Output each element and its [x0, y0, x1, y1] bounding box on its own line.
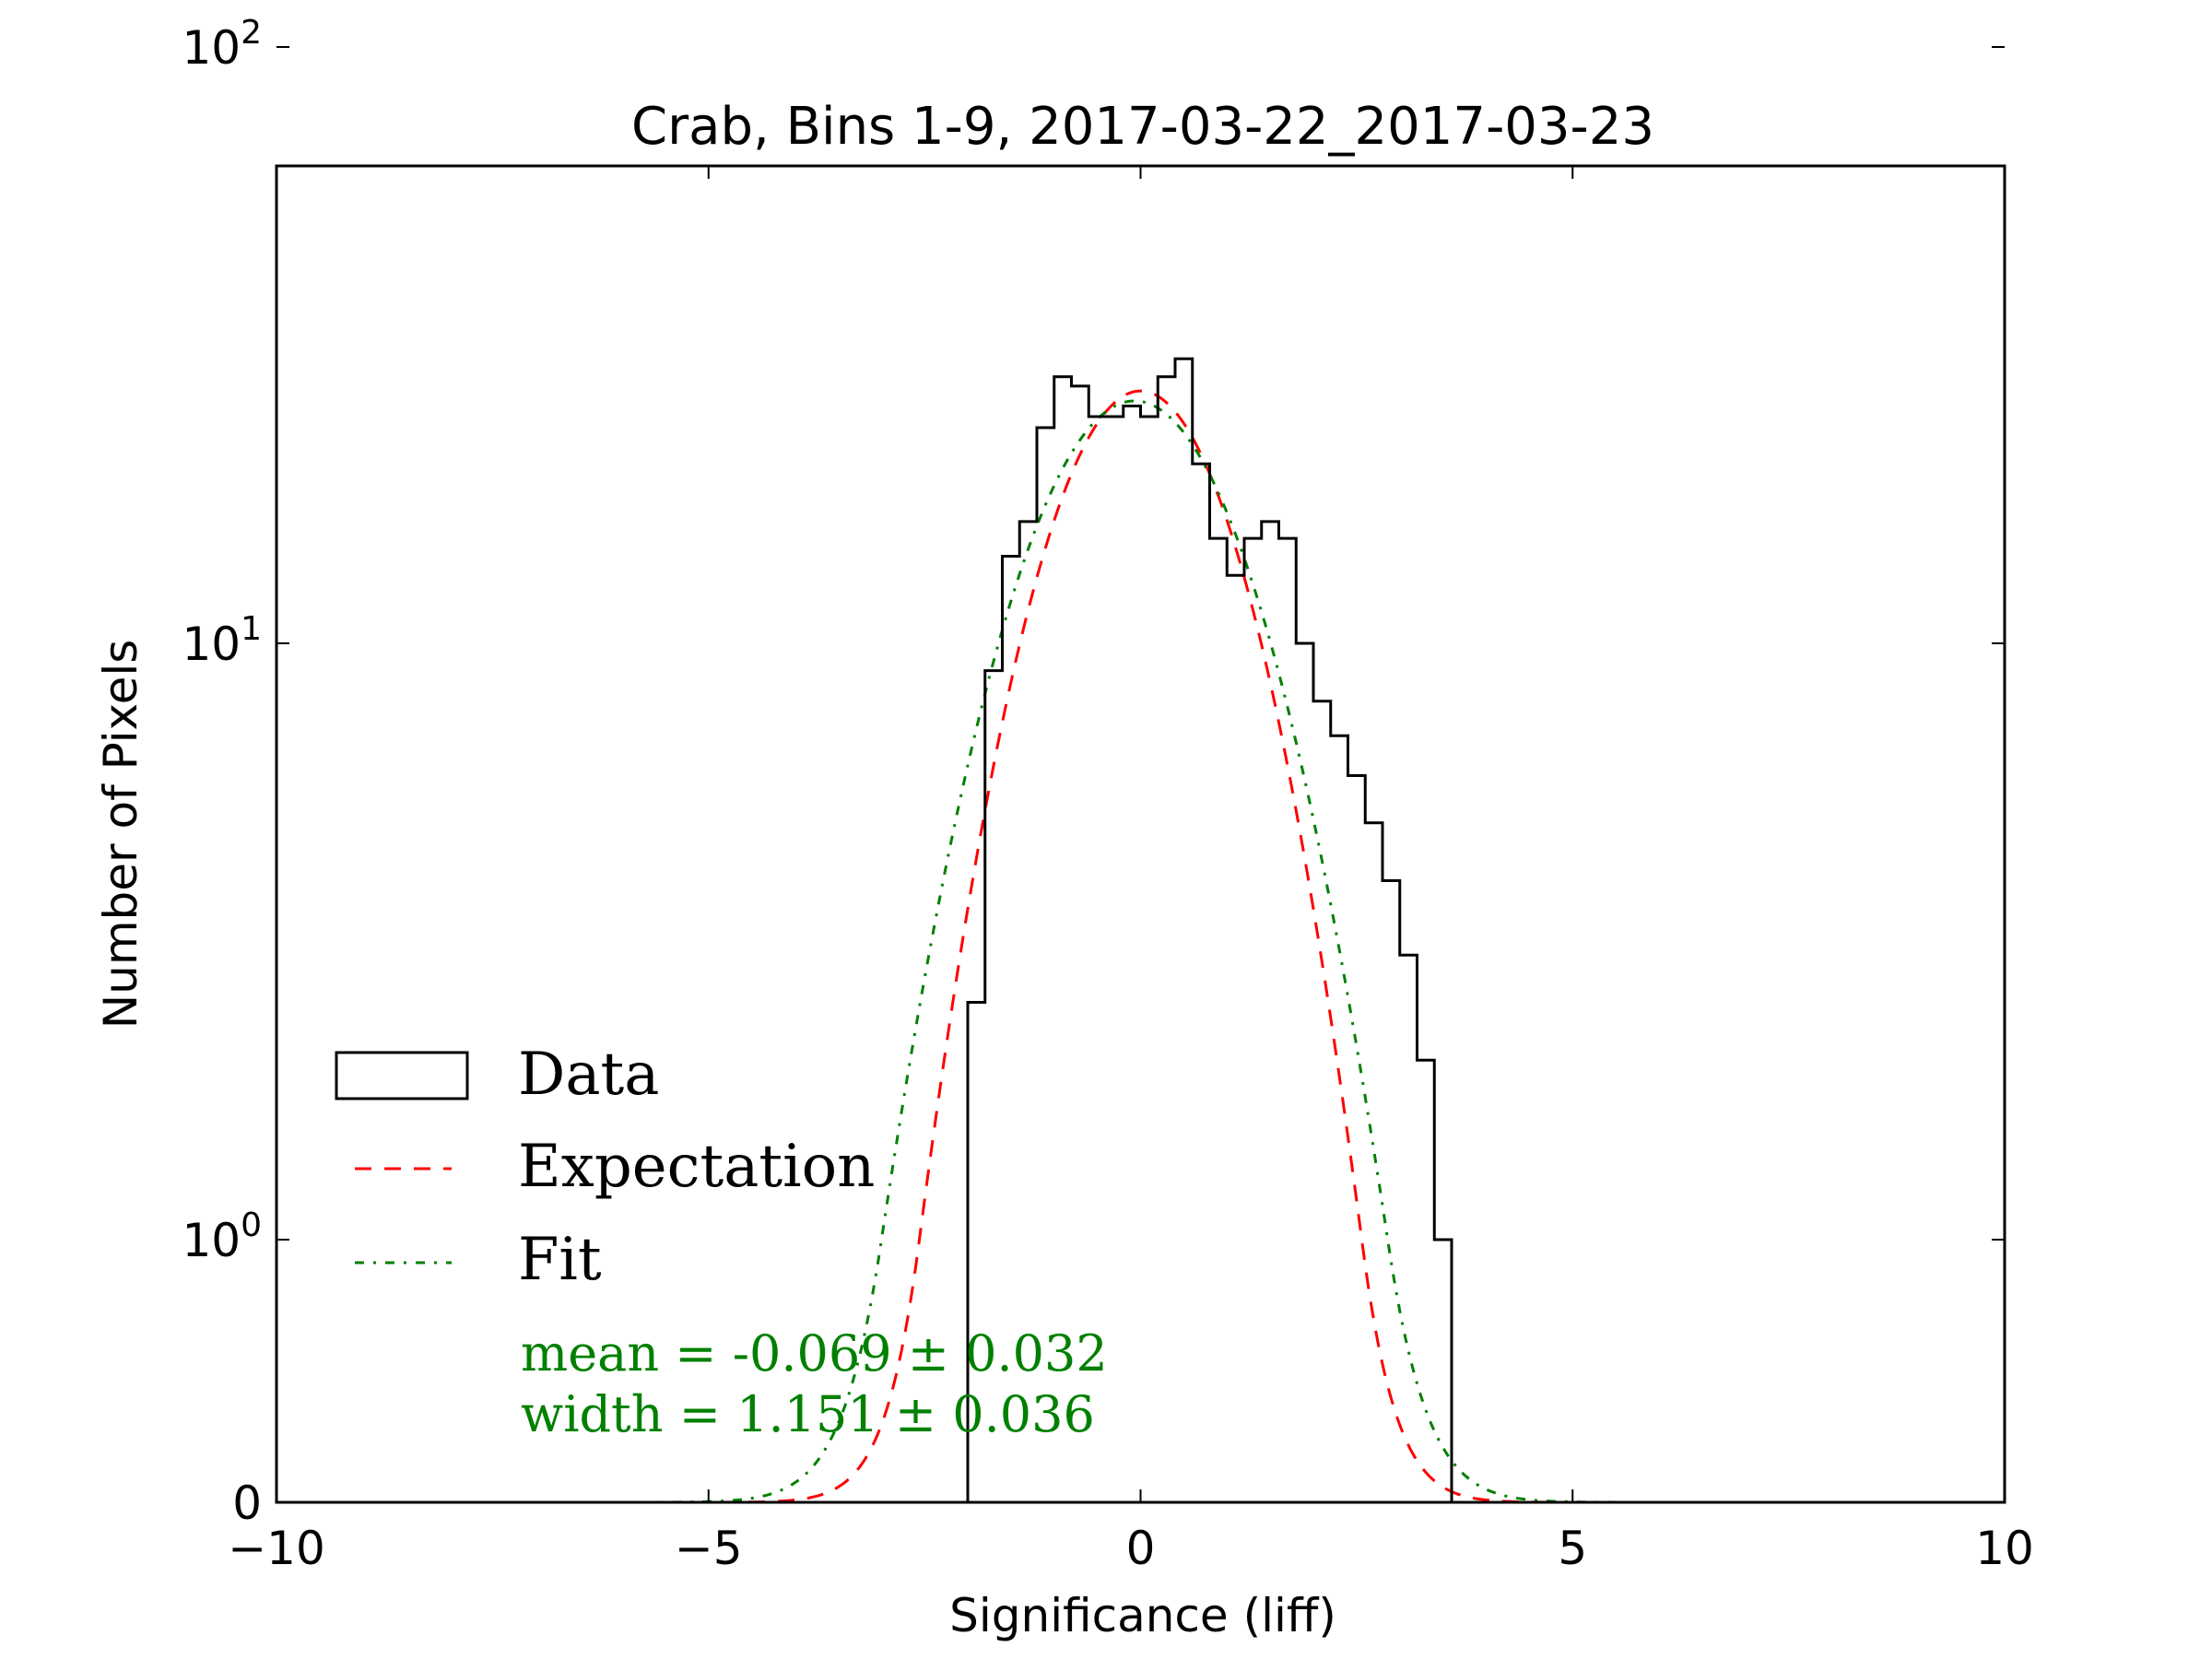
expectation-curve	[276, 389, 2005, 1502]
y-axis-label: Number of Pixels	[94, 640, 147, 1030]
x-tick-label: 10	[1975, 1522, 2034, 1575]
data-histogram	[966, 357, 1453, 1502]
legend-expectation-label: Expectation	[518, 1133, 875, 1201]
legend-fit-label: Fit	[518, 1226, 602, 1294]
y-tick-exponent: 0	[241, 1206, 262, 1244]
fit-width-annotation: width = 1.151 ± 0.036	[521, 1385, 1095, 1443]
y-tick-label: 0	[232, 1477, 262, 1530]
x-tick-label: −5	[675, 1522, 743, 1575]
legend: Data Expectation Fit	[335, 1041, 875, 1294]
series-layer	[276, 357, 2005, 1502]
fit-mean-annotation: mean = -0.069 ± 0.032	[521, 1324, 1108, 1382]
plot-frame	[275, 164, 2006, 1504]
y-tick-exponent: 1	[241, 610, 262, 648]
legend-data-swatch	[335, 1051, 469, 1100]
x-axis-label: Significance (liff)	[949, 1589, 1336, 1642]
y-tick-exponent: 2	[241, 14, 262, 52]
x-tick-label: 5	[1558, 1522, 1587, 1575]
chart-title: Crab, Bins 1-9, 2017-03-22_2017-03-23	[631, 97, 1654, 157]
x-tick-label: 0	[1126, 1522, 1156, 1575]
legend-data-label: Data	[518, 1041, 659, 1109]
x-tick-label: −10	[228, 1522, 325, 1575]
